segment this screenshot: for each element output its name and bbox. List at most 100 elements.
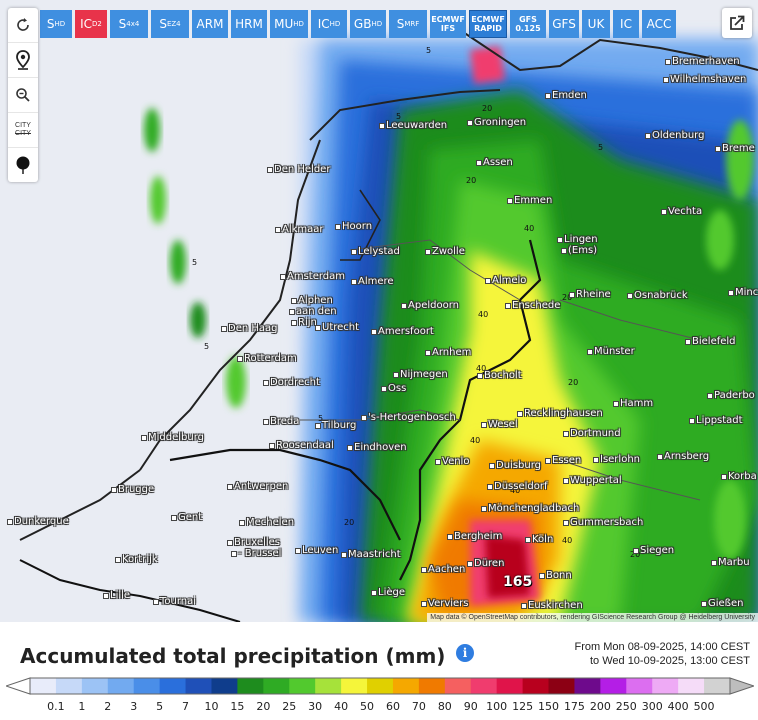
zoom-button[interactable] [8,78,38,113]
city-label: Rotterdam [244,353,297,364]
colorbar-swatch [315,678,342,694]
city-label: Kortrijk [122,554,158,565]
city-label: Bergheim [454,531,503,542]
city-label: Gießen [708,598,744,609]
colorbar-swatch [159,678,187,694]
city-label: Dordrecht [270,377,320,388]
city-label: Euskirchen [528,600,583,611]
isoline-label: 5 [192,258,198,267]
city-dot [645,133,651,139]
city-label: Eindhoven [354,442,407,453]
colorbar-swatch [626,678,653,694]
colorbar-tick-label: 200 [589,700,611,713]
city-label: Essen [552,455,582,466]
model-button[interactable]: ARM [192,10,228,38]
city-label: Osnabrück [634,290,688,301]
city-label: Leuven [302,545,339,556]
city-dot [476,160,482,166]
colorbar-swatch [418,678,446,694]
colorbar-swatch [107,678,135,694]
model-button[interactable]: ECMWF RAPID [469,10,507,38]
model-button[interactable]: IC D2 [75,10,107,38]
city-dot [728,290,734,296]
info-icon[interactable]: i [456,644,474,662]
city-dot [421,601,427,607]
city-label: Tilburg [322,420,357,431]
city-label: (Ems) [568,245,598,256]
colorbar-swatch [574,678,601,694]
marker-button[interactable] [8,148,38,182]
colorbar-tick-label: 300 [641,700,663,713]
city-label: Tournai [160,596,197,607]
city-dot [711,560,717,566]
colorbar-swatch [652,678,679,694]
city-dot [341,552,347,558]
colorbar-swatch [548,678,575,694]
model-button[interactable]: GFS 0.125 [510,10,546,38]
city-dot [275,227,281,233]
isoline-label: 20 [466,176,477,185]
colorbar-swatch [30,678,57,694]
colorbar-tick-label: 40 [334,700,349,713]
model-button[interactable]: S HD [40,10,72,38]
city-label: Aachen [428,564,466,575]
model-button[interactable]: GFS [549,10,579,38]
city-label: Arnsberg [664,451,710,462]
colorbar-tick-label: 250 [615,700,637,713]
colorbar [6,677,754,695]
balloon-icon [16,156,30,174]
forecast-period: From Mon 08-09-2025, 14:00 CEST to Wed 1… [575,640,750,668]
city-label: Gummersbach [570,517,644,528]
model-button[interactable]: IC HD [311,10,347,38]
model-button[interactable]: S MRF [389,10,427,38]
city-label: Apeldoorn [408,300,459,311]
city-dot [227,484,233,490]
city-label: - Brussel [238,548,282,559]
city-dot [141,435,147,441]
colorbar-swatch [704,678,731,694]
model-button[interactable]: HRM [231,10,267,38]
refresh-icon [17,18,29,31]
model-button[interactable]: S 4x4 [110,10,148,38]
model-button[interactable]: ECMWF IFS [430,10,466,38]
city-dot [263,380,269,386]
precipitation-map[interactable]: 5 5 20 5 20 40 5 20 40 40 5 20 40 20 40 20 40 5 Bremerhav… [0,0,758,622]
model-button[interactable]: MU HD [270,10,308,38]
period-from: From Mon 08-09-2025, 14:00 CEST [574,641,750,653]
city-label: Breda [270,416,300,427]
city-label: Dunkerque [14,516,69,527]
refresh-button[interactable] [8,8,38,43]
city-label: Groningen [474,117,527,128]
colorbar-tick-label: 20 [256,700,271,713]
city-labels-toggle[interactable]: CITY CITY [8,113,38,148]
model-button[interactable]: ACC [642,10,676,38]
city-label: Amsterdam [287,271,346,282]
model-button[interactable]: IC [613,10,639,38]
location-button[interactable] [8,43,38,78]
city-label: Assen [483,157,513,168]
city-label: Korba [728,471,757,482]
map-tool-panel: CITY CITY [8,8,38,182]
model-button[interactable]: GB HD [350,10,386,38]
city-dot [111,487,117,493]
colorbar-labels: 0.1 1 2 3 5 7 10 15 20 25 30 40 50 60 70 80 90 100 125 150 1… [22,700,742,716]
colorbar-swatch [444,678,472,694]
city-label: Den Helder [274,164,331,175]
isoline-label: 5 [396,112,402,121]
colorbar-swatch [470,678,498,694]
colorbar-tick-label: 500 [693,700,715,713]
city-dot [563,478,569,484]
map-attribution: Map data © OpenStreetMap contributors, r… [427,613,758,622]
model-button[interactable]: UK [582,10,610,38]
model-button[interactable]: S EZ4 [151,10,189,38]
isoline-label: 40 [470,436,481,445]
colorbar-max-arrow [729,677,754,695]
city-dot [315,325,321,331]
city-label: Münster [594,346,635,357]
colorbar-tick-label: 70 [411,700,426,713]
colorbar-tick-label: 150 [538,700,560,713]
colorbar-tick-label: 50 [360,700,375,713]
share-button[interactable] [722,8,752,38]
legend-panel: Accumulated total precipitation (mm) i F… [0,622,758,720]
city-dot [421,567,427,573]
